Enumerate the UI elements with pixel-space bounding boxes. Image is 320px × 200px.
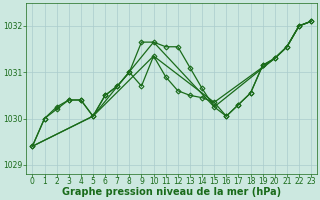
X-axis label: Graphe pression niveau de la mer (hPa): Graphe pression niveau de la mer (hPa) [62, 187, 281, 197]
